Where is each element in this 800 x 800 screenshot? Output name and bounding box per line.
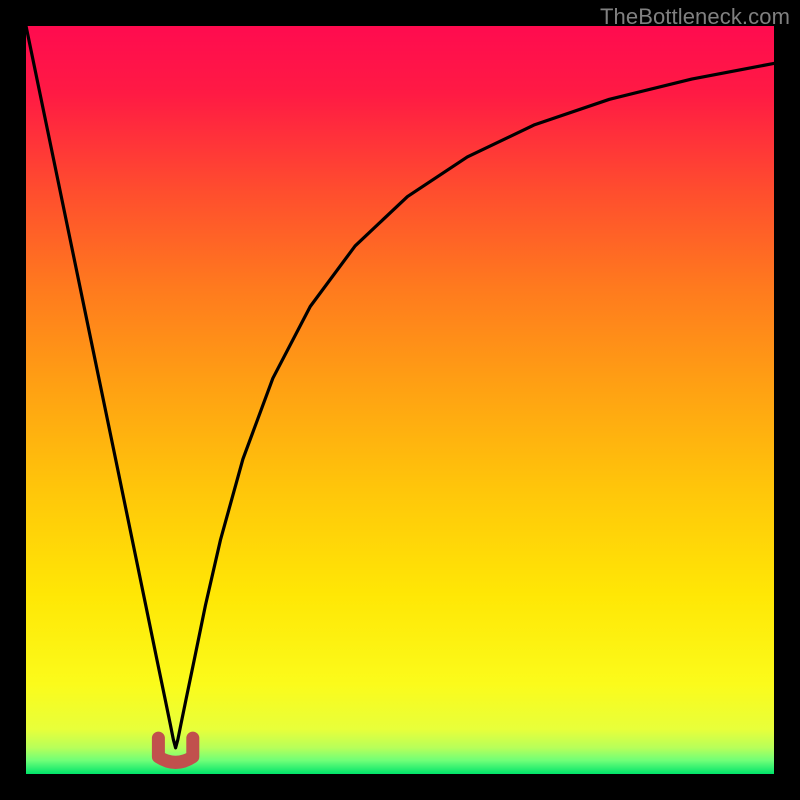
plot-area	[26, 26, 774, 774]
chart-background	[26, 26, 774, 774]
chart-stage: TheBottleneck.com	[0, 0, 800, 800]
chart-svg	[26, 26, 774, 774]
watermark-text: TheBottleneck.com	[600, 4, 790, 30]
